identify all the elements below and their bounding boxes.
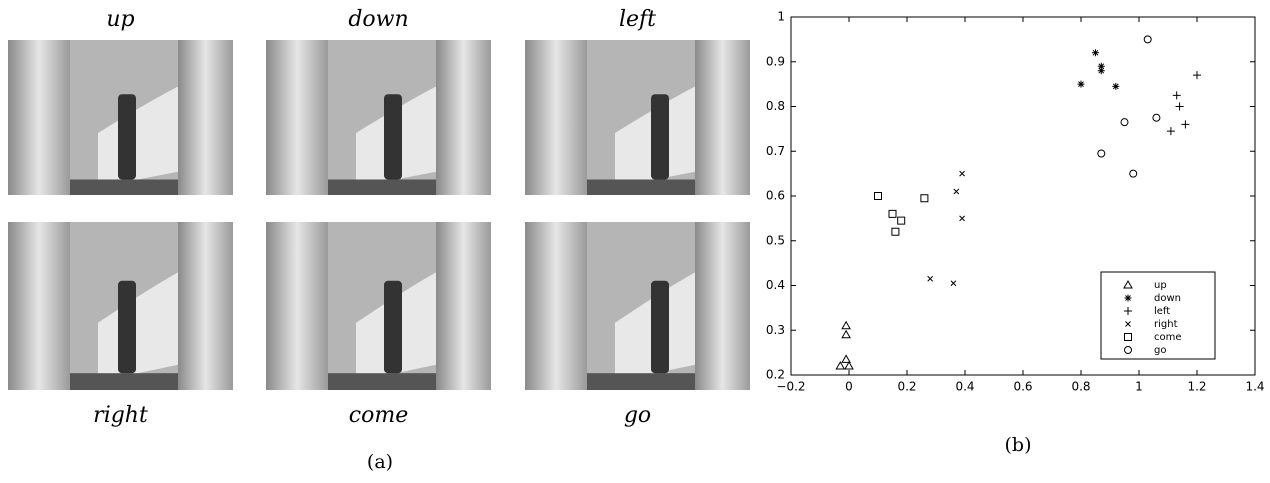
pillar xyxy=(436,222,491,390)
legend-label: come xyxy=(1154,332,1182,343)
pillar xyxy=(695,222,750,390)
point xyxy=(889,210,896,217)
floor xyxy=(587,373,695,390)
x-tick-label: 0.2 xyxy=(897,380,916,394)
y-tick-label: 0.5 xyxy=(766,233,785,247)
point xyxy=(1130,170,1137,177)
caption: (a) xyxy=(367,451,393,473)
floor xyxy=(70,180,178,196)
person xyxy=(384,281,402,373)
x-tick-label: 1.2 xyxy=(1187,380,1206,394)
point xyxy=(845,362,853,369)
photo-panel xyxy=(8,40,750,390)
point xyxy=(1193,71,1201,79)
x-tick-label: 0 xyxy=(845,380,853,394)
floor xyxy=(328,180,436,196)
photo-label: come xyxy=(349,403,408,428)
legend-label: right xyxy=(1154,319,1178,330)
pillar xyxy=(266,222,328,390)
legend-label: left xyxy=(1154,306,1170,317)
x-tick-label: −0.2 xyxy=(776,380,805,394)
legend-label: down xyxy=(1154,293,1181,304)
y-tick-label: 0.4 xyxy=(766,278,785,292)
point xyxy=(1176,103,1184,111)
y-tick-label: 0.7 xyxy=(766,144,785,158)
pillar xyxy=(695,40,750,195)
legend-label: up xyxy=(1154,280,1167,291)
photo-label: down xyxy=(348,7,408,32)
point xyxy=(921,195,928,202)
y-tick-label: 0.8 xyxy=(766,99,785,113)
pillar xyxy=(8,40,70,195)
point xyxy=(875,193,882,200)
floor xyxy=(587,180,695,196)
point xyxy=(1092,49,1099,56)
point xyxy=(898,217,905,224)
y-tick-label: 1 xyxy=(777,10,785,24)
point xyxy=(1078,81,1085,88)
photo-label: go xyxy=(624,403,651,428)
y-tick-label: 0.3 xyxy=(766,323,785,337)
legend-marker xyxy=(1125,295,1132,302)
point xyxy=(954,189,959,194)
person xyxy=(118,94,136,179)
point xyxy=(842,331,850,338)
point xyxy=(960,171,965,176)
pillar xyxy=(266,40,328,195)
person xyxy=(651,94,669,179)
photo-label: right xyxy=(93,403,148,428)
person xyxy=(384,94,402,179)
point xyxy=(1167,127,1175,135)
x-tick-label: 0.4 xyxy=(955,380,974,394)
pillar xyxy=(525,222,587,390)
point xyxy=(1098,150,1105,157)
point xyxy=(928,276,933,281)
point xyxy=(892,228,899,235)
point xyxy=(836,362,844,369)
x-tick-label: 1.4 xyxy=(1245,380,1264,394)
person xyxy=(651,281,669,373)
pillar xyxy=(178,40,233,195)
pillar xyxy=(8,222,70,390)
pillar xyxy=(525,40,587,195)
point xyxy=(842,322,850,329)
y-tick-label: 0.6 xyxy=(766,189,785,203)
point xyxy=(1098,67,1105,74)
y-tick-label: 0.2 xyxy=(766,368,785,382)
person xyxy=(118,281,136,373)
photo-label: up xyxy=(106,7,134,32)
legend-label: go xyxy=(1154,345,1166,356)
figure: (a) (b) up down left right come go −0.2 0 0.2 0.4… xyxy=(0,0,1270,483)
point xyxy=(1153,114,1160,121)
floor xyxy=(70,373,178,390)
floor xyxy=(328,373,436,390)
point xyxy=(1173,91,1181,99)
y-tick-label: 0.9 xyxy=(766,54,785,68)
x-tick-label: 0.6 xyxy=(1013,380,1032,394)
caption: (b) xyxy=(1005,434,1032,456)
point xyxy=(1181,120,1189,128)
point xyxy=(1144,36,1151,43)
point xyxy=(951,281,956,286)
x-tick-label: 0.8 xyxy=(1071,380,1090,394)
point xyxy=(1112,83,1119,90)
pillar xyxy=(436,40,491,195)
x-tick-label: 1 xyxy=(1135,380,1143,394)
pillar xyxy=(178,222,233,390)
point xyxy=(960,216,965,221)
point xyxy=(1121,119,1128,126)
photo-label: left xyxy=(619,7,656,32)
